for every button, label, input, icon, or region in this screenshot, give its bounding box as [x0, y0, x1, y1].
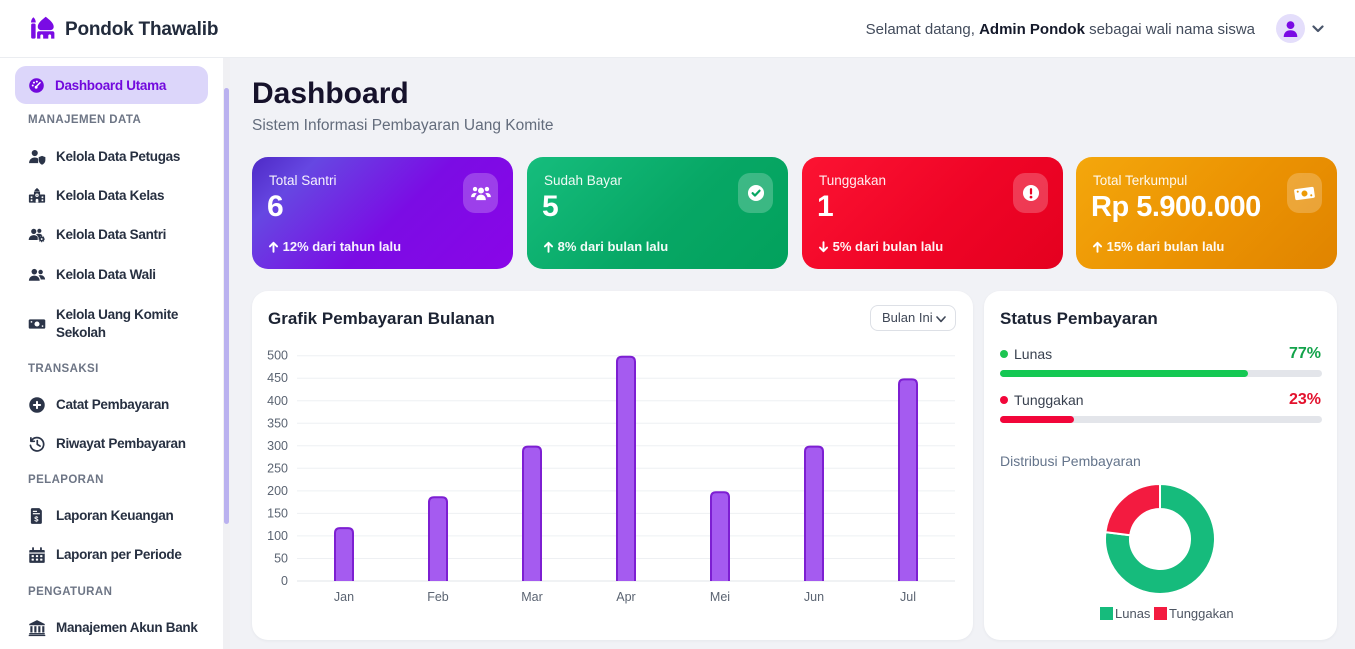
svg-text:$: $	[34, 514, 39, 523]
svg-text:350: 350	[267, 416, 288, 430]
svg-text:450: 450	[267, 371, 288, 385]
svg-text:Jul: Jul	[900, 590, 916, 604]
svg-text:Jan: Jan	[334, 590, 354, 604]
svg-text:Mar: Mar	[521, 590, 543, 604]
svg-text:400: 400	[267, 394, 288, 408]
svg-text:300: 300	[267, 439, 288, 453]
svg-text:0: 0	[281, 574, 288, 588]
svg-text:Mei: Mei	[710, 590, 730, 604]
svg-text:150: 150	[267, 506, 288, 520]
svg-text:200: 200	[267, 484, 288, 498]
svg-text:Apr: Apr	[616, 590, 635, 604]
svg-text:250: 250	[267, 461, 288, 475]
svg-text:500: 500	[267, 349, 288, 363]
svg-text:100: 100	[267, 529, 288, 543]
svg-text:Jun: Jun	[804, 590, 824, 604]
svg-text:50: 50	[274, 552, 288, 566]
svg-text:Feb: Feb	[427, 590, 449, 604]
